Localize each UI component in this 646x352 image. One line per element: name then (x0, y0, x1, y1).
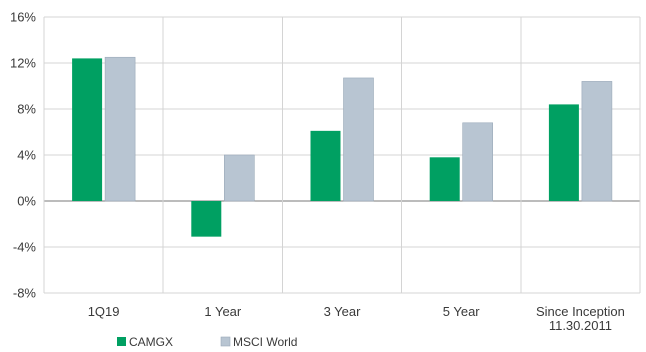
legend-swatch (117, 337, 126, 346)
legend-label: MSCI World (233, 335, 297, 349)
y-tick-label: 16% (10, 10, 36, 25)
bar-msci-world (343, 77, 374, 202)
x-tick-label: Since Inception 11.30.2011 (536, 304, 625, 333)
x-tick-label: 1 Year (204, 304, 242, 319)
x-tick-label: 3 Year (324, 304, 362, 319)
y-tick-label: 8% (17, 102, 36, 117)
bar-msci-world (224, 154, 255, 202)
legend-label: CAMGX (129, 335, 173, 349)
bar-camgx (548, 104, 579, 201)
y-tick-label: 0% (17, 194, 36, 209)
y-tick-label: -4% (13, 240, 37, 255)
bar-msci-world (581, 81, 613, 202)
x-tick-label: 1Q19 (88, 304, 120, 319)
bar-msci-world (104, 56, 136, 202)
y-tick-label: 12% (10, 56, 36, 71)
gridlines (43, 16, 641, 294)
bars (72, 56, 613, 237)
bar-camgx (191, 201, 222, 237)
y-tick-label: 4% (17, 148, 36, 163)
x-tick-label: 5 Year (443, 304, 481, 319)
bar-msci-world (462, 122, 494, 202)
y-axis: 16% 12% 8% 4% 0% -4% -8% (10, 10, 36, 301)
legend: CAMGX MSCI World (117, 335, 297, 349)
x-axis: 1Q19 1 Year 3 Year 5 Year Since Inception 11.… (88, 304, 625, 333)
bar-camgx (310, 130, 341, 201)
bar-camgx (72, 58, 103, 202)
legend-swatch (220, 336, 231, 347)
y-tick-label: -8% (13, 286, 37, 301)
bar-camgx (429, 157, 460, 201)
